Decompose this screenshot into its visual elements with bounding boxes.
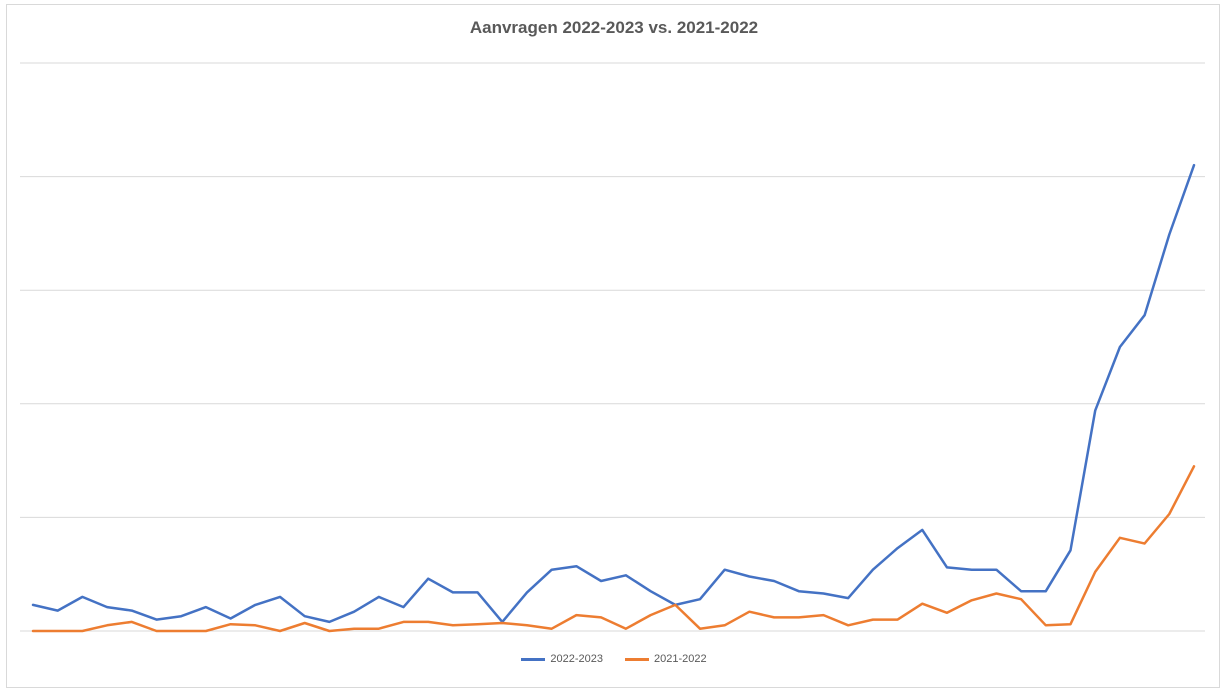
legend-item-2021-2022: 2021-2022 — [625, 653, 707, 665]
legend-swatch — [521, 657, 546, 661]
legend: 2022-2023 2021-2022 — [0, 653, 1228, 665]
chart-frame — [6, 4, 1220, 688]
legend-label: 2022-2023 — [550, 653, 603, 665]
legend-item-2022-2023: 2022-2023 — [521, 653, 603, 665]
chart-title: Aanvragen 2022-2023 vs. 2021-2022 — [469, 18, 759, 37]
legend-swatch — [625, 657, 649, 661]
series-line-2021-2022 — [31, 465, 1196, 633]
series-line-2022-2023 — [31, 163, 1196, 624]
legend-label: 2021-2022 — [654, 653, 707, 665]
